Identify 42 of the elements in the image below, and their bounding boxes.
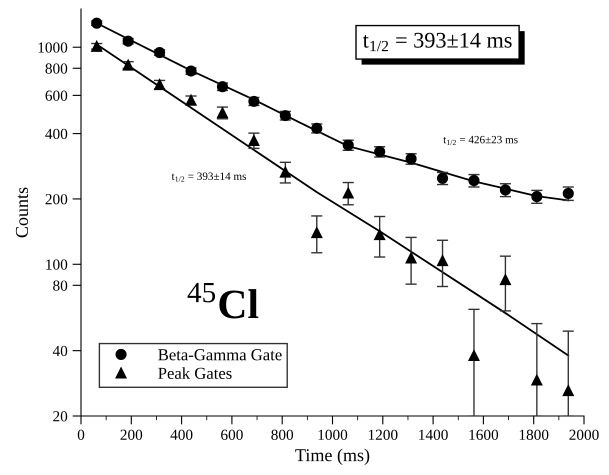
point: [280, 166, 291, 178]
point: [342, 187, 354, 199]
y-tick-label: 1000: [38, 42, 68, 53]
x-tick-label: 0: [78, 430, 84, 440]
x-tick-label: 2000: [569, 430, 599, 440]
x-tick-label: 1200: [368, 430, 398, 440]
y-tick-label: 200: [46, 194, 68, 204]
point: [531, 374, 542, 386]
point: [311, 227, 322, 238]
x-tick-label: 200: [120, 430, 142, 440]
point: [374, 229, 386, 240]
annotation: $^{45}$Cl: [188, 282, 258, 318]
point: [406, 252, 417, 264]
point: [468, 350, 480, 362]
point: [122, 36, 134, 47]
point: [154, 47, 166, 58]
x-tick-label: 400: [170, 430, 192, 440]
annotation: t$_{1/2}$ = 393±14 ms: [172, 172, 246, 182]
point: [436, 255, 448, 266]
y-tick-label: 400: [45, 128, 68, 140]
legend-label: Beta-Gamma Gate: [158, 349, 282, 360]
point: [248, 134, 260, 146]
x-tick-label: 1600: [469, 430, 498, 440]
x-tick-label: 800: [271, 430, 294, 440]
y-tick-label: 100: [46, 259, 68, 270]
y-tick-label: 40: [52, 346, 68, 356]
x-tick-label: 1400: [419, 430, 448, 440]
y-tick-label: 80: [53, 280, 68, 291]
y-tick-label: 600: [46, 90, 68, 101]
point: [500, 274, 511, 286]
point: [91, 18, 102, 29]
x-tick-label: 1800: [520, 430, 548, 440]
x-tick-label: 600: [221, 430, 243, 440]
y-tick-label: 20: [53, 411, 68, 422]
legend-label: Peak Gates: [158, 367, 232, 379]
point: [562, 384, 574, 396]
y-tick-label: 800: [45, 63, 68, 74]
y-axis-title: Counts: [16, 188, 28, 238]
x-axis-title: Time (ms): [295, 448, 370, 465]
x-tick-label: 1000: [318, 430, 348, 440]
annotation: t$_{1/2}$ = 393±14 ms: [362, 32, 512, 52]
annotation: t$_{1/2}$ = 426±23 ms: [443, 136, 518, 146]
